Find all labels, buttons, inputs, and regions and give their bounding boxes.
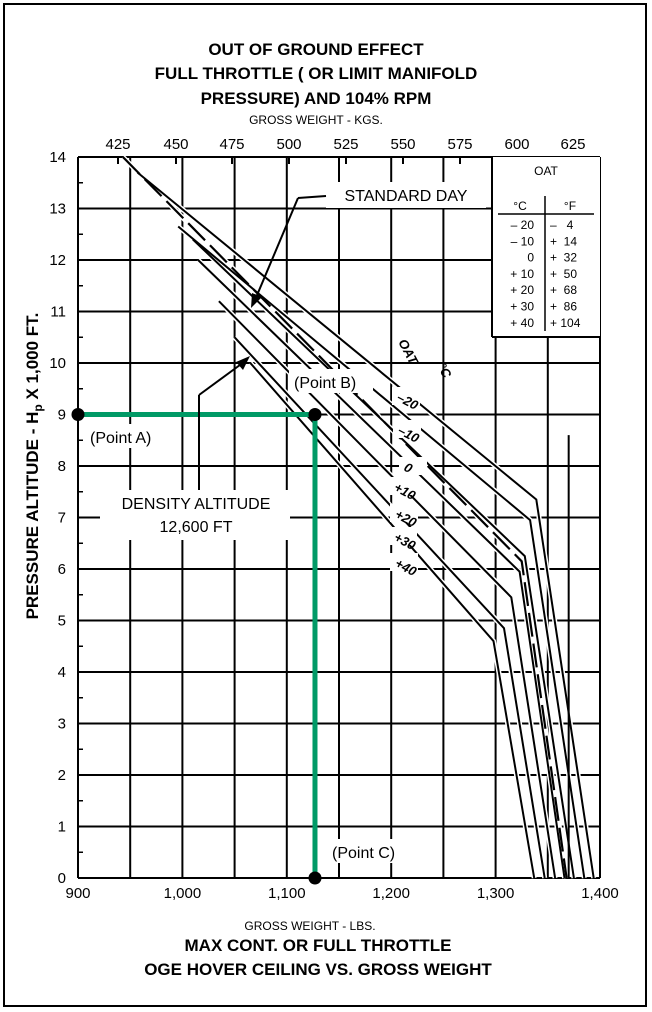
oat-curve (249, 362, 536, 879)
top-tick-label: 500 (276, 136, 301, 153)
curve-label-bg (390, 553, 418, 571)
top-tick-label: 625 (560, 136, 585, 153)
density-altitude-arrow (198, 356, 250, 490)
curve-label-bg (392, 387, 420, 405)
curve-label-bg (389, 527, 417, 545)
y-tick-label: 9 (58, 407, 66, 424)
curve-underlay (232, 335, 548, 879)
y-tick-label: 3 (58, 716, 66, 733)
oat-curve (233, 336, 546, 879)
oat-table-c-header: °C (513, 199, 527, 213)
oat-table-f-value: + 86 (550, 300, 577, 314)
oat-curve (177, 225, 586, 879)
oat-curve (192, 238, 575, 879)
top-tick-label: 475 (219, 136, 244, 153)
x-axis-label: GROSS WEIGHT - LBS. (244, 919, 375, 933)
y-tick-label: 14 (49, 149, 66, 166)
y-tick-label: 2 (58, 767, 66, 784)
y-tick-label: 12 (49, 252, 66, 269)
oat-table-c-value: – 10 (511, 234, 535, 248)
oat-table-c-value: + 20 (510, 283, 534, 297)
oat-table-f-value: + 32 (550, 251, 577, 265)
oat-table-f-value: – 4 (550, 218, 574, 232)
top-tick-label: 525 (333, 136, 358, 153)
x-tick-label: 1,100 (268, 885, 306, 902)
y-tick-label: 0 (58, 870, 66, 887)
point-a-label-bg (85, 424, 175, 448)
top-tick-label: 550 (390, 136, 415, 153)
oat-table-c-value: + 30 (510, 300, 534, 314)
x-tick-label: 1,000 (164, 885, 202, 902)
oat-table-f-header: °F (564, 199, 576, 213)
oat-curve (136, 171, 595, 879)
oat-table-rows: – 20 – 4 – 10 + 14 0 + 32 + 10 + 50 + 20 + 68 + 30… (510, 218, 580, 330)
oat-curve (218, 300, 557, 879)
y-tick-label: 10 (49, 355, 66, 372)
oat-table-f-value: + 104 (550, 316, 581, 330)
y-axis-label: PRESSURE ALTITUDE - Hp X 1,000 FT. (23, 313, 45, 620)
point-c-label-bg (327, 839, 413, 863)
x-tick-label: 1,400 (581, 885, 619, 902)
y-tick-label: 6 (58, 561, 66, 578)
curve-label-bg (390, 504, 418, 522)
oat-table: OAT °C °F – 20 – 4 – 10 + 14 0 + 32 + 10 + 50 + … (491, 157, 600, 338)
oat-table-f-value: + 14 (550, 234, 577, 248)
density-altitude-label-bg (100, 490, 290, 540)
y-tick-label: 4 (58, 664, 66, 681)
oat-table-c-value: + 10 (510, 267, 534, 281)
x-tick-label: 1,300 (477, 885, 515, 902)
point-c-marker (308, 871, 322, 885)
curve-label-bg (393, 420, 421, 438)
y-tick-label: 8 (58, 458, 66, 475)
standard-day-arrow (251, 195, 327, 308)
standard-day-curve (122, 156, 568, 879)
y-tick-label: 11 (50, 304, 66, 321)
top-tick-label: 575 (447, 136, 472, 153)
top-tick-label: 600 (504, 136, 529, 153)
density-altitude-label-line-1: DENSITY ALTITUDE (122, 496, 271, 513)
point-b-marker (308, 408, 322, 421)
density-altitude-label-line-2: 12,600 FT (160, 519, 233, 536)
oat-table-c-value: 0 (527, 251, 534, 265)
x-tick-labels: 900 1,000 1,100 1,200 1,300 1,400 (65, 885, 618, 902)
curve-label-bg (389, 477, 417, 495)
bottom-title-line-2: OGE HOVER CEILING VS. GROSS WEIGHT (144, 960, 492, 979)
point-c-label: (Point C) (332, 845, 395, 862)
oat-table-background (492, 157, 600, 337)
top-tick-label: 425 (105, 136, 130, 153)
oat-table-c-value: – 20 (511, 218, 535, 232)
oat-table-c-value: + 40 (510, 316, 534, 330)
y-tick-label: 13 (49, 201, 66, 218)
point-a-marker (71, 408, 85, 421)
curve-label-bg (399, 457, 427, 475)
standard-day-label-bg (326, 182, 486, 208)
top-tick-labels: 425 450 475 500 525 550 575 600 625 (105, 136, 585, 153)
example-path (71, 408, 322, 885)
oat-curves (121, 155, 597, 879)
curve-header-c: °C (434, 360, 454, 380)
top-tick-label: 450 (163, 136, 188, 153)
oat-table-f-value: + 68 (550, 283, 577, 297)
y-tick-label: 7 (58, 510, 66, 527)
bottom-title-line-1: MAX CONT. OR FULL THROTTLE (185, 936, 452, 955)
oat-curve (197, 259, 566, 879)
oat-table-header: OAT (534, 164, 558, 178)
point-a-label: (Point A) (90, 430, 151, 447)
point-b-label: (Point B) (294, 375, 356, 392)
y-tick-label: 5 (58, 613, 66, 630)
chart-title-line-1: OUT OF GROUND EFFECT (208, 40, 424, 59)
chart-title-line-2: FULL THROTTLE ( OR LIMIT MANIFOLD (155, 64, 478, 83)
top-axis-label: GROSS WEIGHT - KGS. (249, 113, 383, 127)
chart-title-line-3: PRESSURE) AND 104% RPM (201, 89, 432, 108)
standard-day-label: STANDARD DAY (345, 188, 468, 205)
y-tick-label: 1 (58, 819, 66, 836)
oat-table-f-value: + 50 (550, 267, 577, 281)
point-b-label-bg (289, 369, 373, 393)
x-tick-label: 900 (65, 885, 90, 902)
x-tick-label: 1,200 (372, 885, 410, 902)
